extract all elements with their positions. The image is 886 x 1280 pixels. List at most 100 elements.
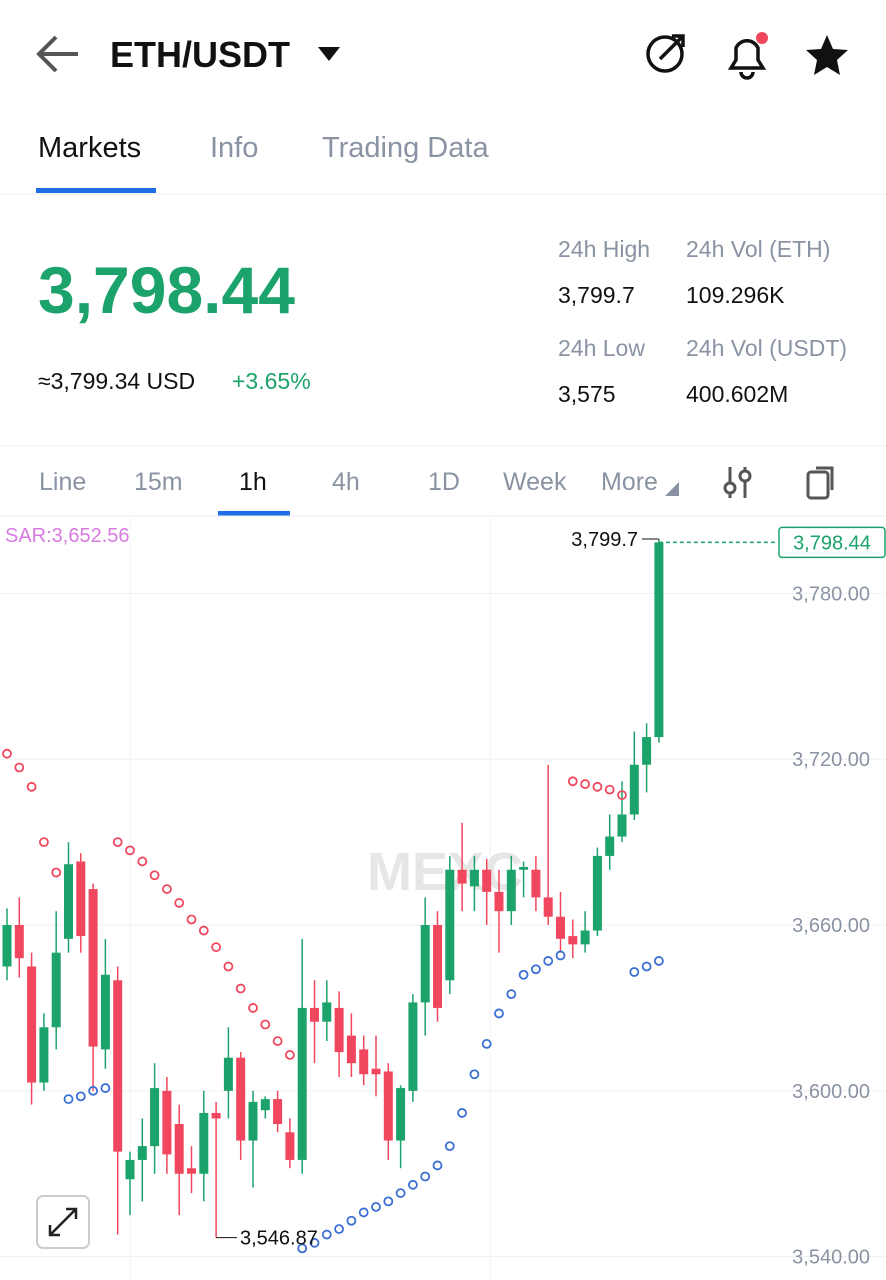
candle-body xyxy=(27,966,37,1083)
share-button[interactable] xyxy=(646,34,685,73)
y-tick-label: 3,780.00 xyxy=(792,583,870,605)
candle-body xyxy=(482,869,492,892)
favorite-button[interactable] xyxy=(806,35,848,75)
sar-dot xyxy=(383,1196,394,1207)
interval[interactable]: Line xyxy=(39,468,87,496)
candle-body xyxy=(383,1071,393,1141)
alert-button[interactable] xyxy=(727,32,768,80)
sar-dot xyxy=(346,1215,357,1226)
candle-body xyxy=(248,1101,258,1141)
last-price: 3,798.44 xyxy=(38,253,295,327)
candle-body xyxy=(211,1112,221,1119)
interval[interactable]: 1h xyxy=(239,468,267,496)
sar-dot xyxy=(161,884,172,894)
tab[interactable]: Trading Data xyxy=(322,132,489,164)
candle-body xyxy=(174,1124,184,1174)
sar-dot xyxy=(14,762,25,773)
high-label: 3,799.7 xyxy=(571,529,638,551)
interval[interactable]: 15m xyxy=(134,468,183,496)
sar-dot xyxy=(457,1108,468,1118)
candle-body xyxy=(420,925,430,1003)
stat-label: 24h Vol (USDT) xyxy=(686,335,848,361)
sar-dot xyxy=(531,964,541,975)
y-tick-label: 3,540.00 xyxy=(792,1247,870,1269)
candle-body xyxy=(150,1088,160,1147)
candle-body xyxy=(334,1007,344,1053)
candle-body xyxy=(88,889,98,1047)
sar-dot xyxy=(617,790,627,801)
sar-dot xyxy=(100,1083,111,1093)
sar-dot xyxy=(654,956,664,966)
stat-label: 24h Low xyxy=(558,335,645,361)
interval[interactable]: 4h xyxy=(332,468,360,496)
sar-dot xyxy=(248,1003,258,1013)
orientation-button[interactable] xyxy=(806,466,834,500)
candle-body xyxy=(531,869,541,898)
candle-body xyxy=(236,1057,246,1141)
sar-dot xyxy=(75,1091,86,1102)
sar-dot xyxy=(125,845,135,856)
interval[interactable]: Week xyxy=(503,468,567,496)
back-button[interactable] xyxy=(36,35,78,73)
sar-dot xyxy=(211,942,222,953)
sar-dot xyxy=(198,925,209,936)
fullscreen-button[interactable] xyxy=(36,1195,90,1249)
tab[interactable]: Markets xyxy=(38,132,142,164)
indicator-settings[interactable] xyxy=(723,467,752,498)
low-label: 3,546.87 xyxy=(240,1228,318,1250)
sar-dot xyxy=(186,914,197,925)
sar-dot xyxy=(112,837,123,848)
sar-dot xyxy=(149,870,160,881)
candle-body xyxy=(592,855,602,931)
candle-body xyxy=(113,980,123,1152)
candle-body xyxy=(310,1007,319,1022)
interval[interactable]: More xyxy=(601,468,658,496)
candle-body xyxy=(64,864,73,939)
tab[interactable]: Info xyxy=(210,132,259,164)
sar-dot xyxy=(518,969,529,980)
sar-dot xyxy=(88,1085,98,1096)
sar-dot xyxy=(371,1202,381,1212)
candle-body xyxy=(39,1027,49,1083)
sar-dot xyxy=(420,1171,431,1182)
candle-body xyxy=(359,1049,369,1075)
candle-body xyxy=(642,737,652,765)
interval[interactable]: 1D xyxy=(428,468,460,496)
stat-label: 24h Vol (ETH) xyxy=(686,236,831,262)
sar-dot xyxy=(641,961,652,972)
sar-dot xyxy=(555,950,566,961)
candle-body xyxy=(273,1099,283,1124)
sar-dot xyxy=(235,983,246,994)
candle-body xyxy=(137,1146,147,1160)
more-arrow xyxy=(665,482,679,496)
interval-bar xyxy=(0,445,886,517)
candle-body xyxy=(125,1159,135,1180)
sar-dot xyxy=(481,1038,492,1049)
candle-body xyxy=(519,866,529,870)
sar-dot xyxy=(506,989,517,1000)
interval-indicator xyxy=(218,511,290,516)
sar-dot xyxy=(2,748,12,759)
header-icons xyxy=(0,32,886,195)
candle-body xyxy=(408,1002,418,1091)
pair[interactable]: ETH/USDT xyxy=(110,34,290,75)
stat-value: 3,799.7 xyxy=(558,282,635,308)
current-price-tag xyxy=(778,526,886,559)
sar-dot xyxy=(309,1237,320,1248)
sar-dot xyxy=(63,1094,74,1105)
y-tick-label: 3,660.00 xyxy=(792,915,870,937)
candle-body xyxy=(76,861,86,937)
stat-label: 24h High xyxy=(558,236,651,262)
sar-dot xyxy=(358,1207,369,1218)
sar-dot xyxy=(432,1160,443,1171)
pair-dropdown[interactable] xyxy=(318,47,340,61)
sar-dot xyxy=(395,1188,406,1198)
candle-body xyxy=(617,814,627,837)
sar-dot xyxy=(260,1019,271,1030)
sar-dot xyxy=(580,779,590,789)
sar-dot xyxy=(444,1141,455,1152)
sar-dot xyxy=(297,1243,308,1254)
candle-body xyxy=(457,869,467,884)
sar-label: SAR:3,652.56 xyxy=(5,525,130,547)
